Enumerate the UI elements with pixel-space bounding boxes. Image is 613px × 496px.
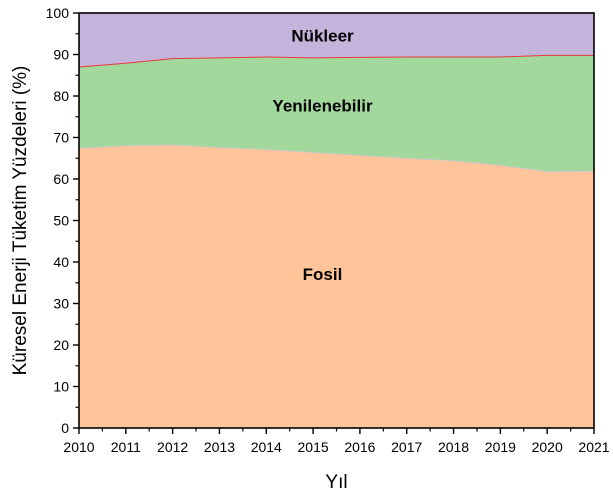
area-yenilenebilir bbox=[79, 55, 594, 172]
area-label-n-kleer: Nükleer bbox=[291, 26, 354, 45]
x-tick-label: 2010 bbox=[63, 439, 94, 455]
y-tick-label: 10 bbox=[53, 379, 69, 395]
y-tick-label: 40 bbox=[53, 254, 69, 270]
y-tick-label: 90 bbox=[53, 47, 69, 63]
x-axis-ticks: 2010 2011 2012 2013 2014 2015 2016 2017 2018 2019… bbox=[63, 428, 610, 455]
y-tick-label: 0 bbox=[61, 420, 69, 436]
boundary-line-2 bbox=[78, 54, 594, 68]
y-tick-label: 100 bbox=[46, 5, 70, 21]
y-axis-ticks: 0 10 20 30 40 50 60 70 80 90 100 bbox=[46, 5, 79, 436]
area-labels-group: Fosil Yenilenebilir Nükleer bbox=[272, 26, 373, 284]
boundary-lines-group bbox=[78, 54, 595, 173]
y-tick-label: 50 bbox=[53, 213, 69, 229]
x-axis-title: Yıl bbox=[325, 472, 347, 493]
area-label-fosil: Fosil bbox=[303, 265, 343, 284]
y-tick-label: 60 bbox=[53, 171, 69, 187]
x-tick-label: 2013 bbox=[204, 439, 235, 455]
area-n-kleer bbox=[79, 13, 594, 67]
x-tick-label: 2019 bbox=[485, 439, 516, 455]
areas-group bbox=[79, 13, 594, 428]
x-tick-label: 2020 bbox=[532, 439, 563, 455]
y-tick-label: 80 bbox=[53, 88, 69, 104]
x-tick-label: 2017 bbox=[391, 439, 422, 455]
x-tick-label: 2012 bbox=[157, 439, 188, 455]
x-tick-label: 2021 bbox=[578, 439, 609, 455]
y-tick-label: 70 bbox=[53, 130, 69, 146]
y-axis-title: Küresel Enerji Tüketim Yüzdeleri (%) bbox=[10, 66, 31, 376]
x-tick-label: 2016 bbox=[344, 439, 375, 455]
y-tick-label: 30 bbox=[53, 296, 69, 312]
boundary-line-1 bbox=[78, 144, 595, 173]
x-tick-label: 2014 bbox=[251, 439, 282, 455]
area-fosil bbox=[79, 144, 594, 428]
x-tick-label: 2015 bbox=[298, 439, 329, 455]
y-tick-label: 20 bbox=[53, 337, 69, 353]
x-tick-label: 2011 bbox=[111, 439, 141, 455]
x-tick-label: 2018 bbox=[438, 439, 469, 455]
area-label-yenilenebilir: Yenilenebilir bbox=[272, 96, 373, 115]
